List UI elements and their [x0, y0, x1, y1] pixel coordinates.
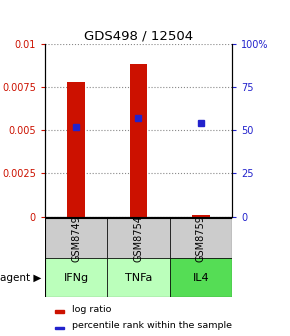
Text: GSM8749: GSM8749	[71, 215, 81, 261]
Bar	[170, 258, 232, 297]
Bar	[107, 218, 170, 258]
Text: TNFa: TNFa	[125, 272, 152, 283]
Text: IFNg: IFNg	[64, 272, 89, 283]
Bar	[130, 65, 147, 217]
Text: GSM8754: GSM8754	[133, 215, 144, 262]
Text: GSM8759: GSM8759	[196, 215, 206, 262]
Text: log ratio: log ratio	[72, 305, 111, 313]
Bar	[192, 215, 210, 217]
Bar	[107, 258, 170, 297]
Bar	[55, 327, 64, 329]
Title: GDS498 / 12504: GDS498 / 12504	[84, 30, 193, 43]
Text: agent ▶: agent ▶	[1, 272, 42, 283]
Bar	[45, 258, 107, 297]
Bar	[67, 82, 85, 217]
Bar	[45, 218, 107, 258]
Bar	[170, 218, 232, 258]
Text: percentile rank within the sample: percentile rank within the sample	[72, 321, 231, 330]
Text: IL4: IL4	[193, 272, 209, 283]
Bar	[55, 310, 64, 313]
